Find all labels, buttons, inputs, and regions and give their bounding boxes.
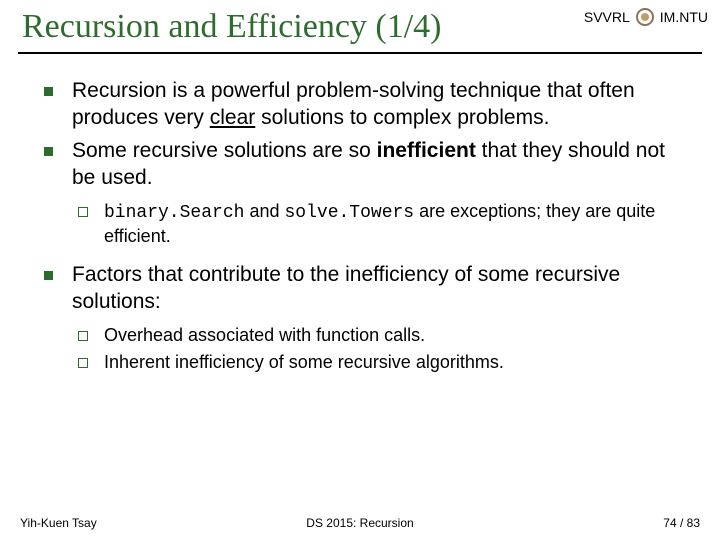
slide-footer: Yih-Kuen Tsay DS 2015: Recursion 74 / 83 xyxy=(0,516,720,530)
bullet-text-post: solutions to complex problems. xyxy=(255,106,549,129)
sub-bullet-item: Inherent inefficiency of some recursive … xyxy=(78,351,692,374)
code-text: solve.Towers xyxy=(284,203,414,223)
sub-bullet-list: Overhead associated with function calls.… xyxy=(78,324,692,375)
bullet-text-underline: clear xyxy=(210,106,256,129)
bullet-text-pre: Some recursive solutions are so xyxy=(72,139,377,162)
bullet-text-bold: inefficient xyxy=(377,139,476,162)
sub-bullet-item: Overhead associated with function calls. xyxy=(78,324,692,347)
sub-bullet-item: binary.Search and solve.Towers are excep… xyxy=(78,200,692,249)
sub-bullet-list: binary.Search and solve.Towers are excep… xyxy=(78,200,692,249)
main-bullet-list: Recursion is a powerful problem-solving … xyxy=(44,78,692,375)
bullet-item: Some recursive solutions are so ineffici… xyxy=(44,138,692,249)
sub-text-mid: and xyxy=(244,201,284,221)
header-org-right: IM.NTU xyxy=(660,9,708,25)
bullet-text: Factors that contribute to the inefficie… xyxy=(72,263,620,313)
ntu-logo-icon xyxy=(636,8,654,26)
bullet-item: Recursion is a powerful problem-solving … xyxy=(44,78,692,132)
code-text: binary.Search xyxy=(104,203,244,223)
header-org-left: SVVRL xyxy=(584,9,630,25)
header-org: SVVRL IM.NTU xyxy=(584,8,708,26)
footer-page-number: 74 / 83 xyxy=(663,516,700,530)
footer-author: Yih-Kuen Tsay xyxy=(20,516,97,530)
slide-content: Recursion is a powerful problem-solving … xyxy=(0,54,720,375)
bullet-item: Factors that contribute to the inefficie… xyxy=(44,262,692,375)
footer-course: DS 2015: Recursion xyxy=(306,516,413,530)
